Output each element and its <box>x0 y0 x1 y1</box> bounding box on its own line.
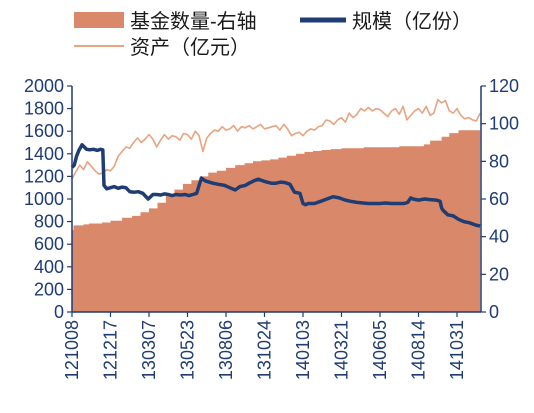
legend-label-scale: 规模（亿份） <box>352 10 472 33</box>
left-tick-label: 800 <box>34 212 64 232</box>
x-tick-label: 140814 <box>409 320 429 380</box>
left-tick-label: 1600 <box>24 121 64 141</box>
right-tick-label: 20 <box>489 264 509 284</box>
scale-line <box>70 143 481 228</box>
fund-count-area <box>72 130 481 312</box>
assets-line <box>71 98 481 180</box>
x-tick-label: 131024 <box>255 320 275 380</box>
assets-layer <box>71 98 481 180</box>
left-tick-label: 1800 <box>24 99 64 119</box>
left-tick-label: 2000 <box>24 76 64 96</box>
right-tick-label: 40 <box>489 227 509 247</box>
x-tick-label: 140321 <box>332 320 352 380</box>
legend-swatch-fund-count <box>74 12 124 28</box>
x-tick-label: 121008 <box>62 320 82 380</box>
scale-layer <box>70 143 481 228</box>
left-tick-label: 1000 <box>24 189 64 209</box>
x-tick-label: 140103 <box>293 320 313 380</box>
x-tick-label: 130523 <box>178 320 198 380</box>
right-tick-label: 0 <box>489 302 499 322</box>
x-tick-label: 130806 <box>216 320 236 380</box>
right-tick-label: 60 <box>489 189 509 209</box>
legend-label-assets: 资产（亿元） <box>130 36 250 59</box>
left-tick-label: 1400 <box>24 144 64 164</box>
fund-count-layer <box>72 130 481 312</box>
x-tick-label: 121217 <box>101 320 121 380</box>
right-axis-ticks: 0 20 40 60 80 100 120 <box>481 76 519 322</box>
x-axis-ticks: 121008 121217 130307 130523 130806 131024 1401… <box>62 312 467 380</box>
legend-label-fund-count: 基金数量-右轴 <box>130 10 257 33</box>
x-tick-label: 140605 <box>370 320 390 380</box>
legend: 基金数量-右轴 规模（亿份） 资产（亿元） <box>74 10 472 59</box>
left-tick-label: 400 <box>34 257 64 277</box>
right-tick-label: 80 <box>489 151 509 171</box>
left-tick-label: 1200 <box>24 166 64 186</box>
x-tick-label: 130307 <box>139 320 159 380</box>
left-tick-label: 200 <box>34 279 64 299</box>
left-tick-label: 600 <box>34 234 64 254</box>
right-tick-label: 100 <box>489 114 519 134</box>
right-tick-label: 120 <box>489 76 519 96</box>
x-tick-label: 141031 <box>447 320 467 380</box>
left-tick-label: 0 <box>54 302 64 322</box>
